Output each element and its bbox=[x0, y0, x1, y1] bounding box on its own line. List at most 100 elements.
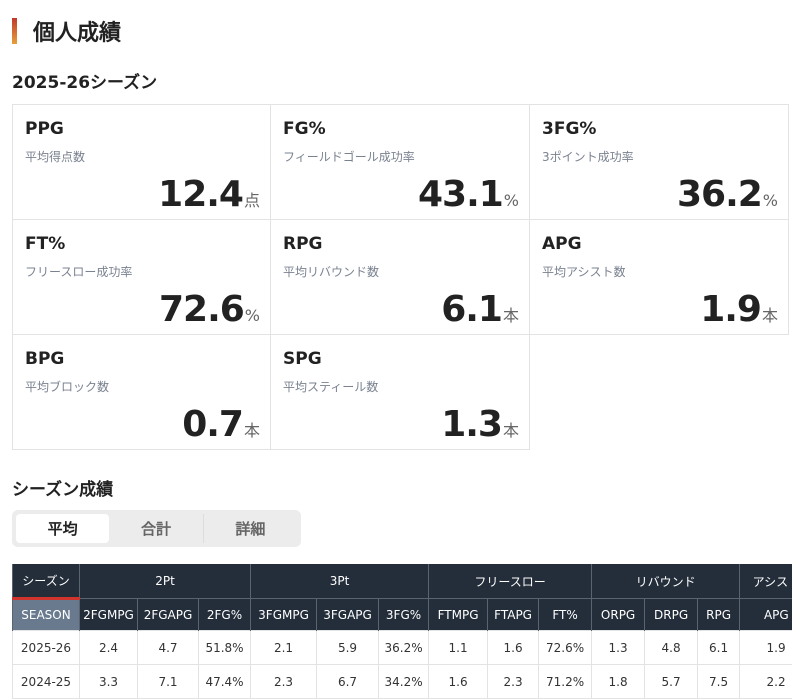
stat-description: 平均ブロック数 bbox=[25, 380, 110, 394]
table-cell: 72.6% bbox=[538, 630, 593, 665]
table-cell: 2024-25 bbox=[12, 664, 80, 699]
table-cell: 2.3 bbox=[250, 664, 318, 699]
stat-label: FT% bbox=[25, 234, 66, 254]
table-wrap: シーズン2Pt3PtフリースローリバウンドアシストSEASON2FGMPG2FG… bbox=[12, 564, 792, 699]
column-header: 3FGAPG bbox=[316, 598, 379, 631]
page-title: 個人成績 bbox=[33, 21, 122, 46]
stat-value: 12.4 bbox=[158, 174, 244, 215]
stat-value-wrap: 12.4点 bbox=[158, 174, 260, 215]
stat-value-wrap: 36.2% bbox=[677, 174, 778, 215]
stat-description: 平均リバウンド数 bbox=[283, 265, 380, 279]
table-cell: 71.2% bbox=[538, 664, 593, 699]
stat-value-wrap: 0.7本 bbox=[182, 404, 260, 445]
table-cell: 7.1 bbox=[137, 664, 199, 699]
stat-unit: 本 bbox=[502, 421, 519, 440]
table-row: 2024-25 3.3 7.1 47.4% 2.3 6.7 34.2% 1.6 2.3 71.2%… bbox=[12, 664, 792, 699]
stat-value-wrap: 1.3本 bbox=[441, 404, 519, 445]
group-header: リバウンド bbox=[591, 564, 740, 599]
stat-value: 0.7 bbox=[182, 404, 244, 445]
tab[interactable]: 平均 bbox=[16, 514, 110, 543]
stat-unit: % bbox=[244, 306, 260, 325]
stat-card: BPG 平均ブロック数 0.7本 bbox=[12, 334, 271, 450]
column-header: 2FG% bbox=[197, 598, 251, 631]
column-header: DRPG bbox=[644, 598, 698, 631]
column-header: RPG bbox=[697, 598, 740, 631]
stat-description: 3ポイント成功率 bbox=[542, 150, 634, 164]
table-cell: 1.6 bbox=[428, 664, 489, 699]
table-cell: 2.4 bbox=[79, 630, 138, 665]
group-header: フリースロー bbox=[428, 564, 592, 599]
table-cell: 51.8% bbox=[197, 630, 252, 665]
stat-description: 平均得点数 bbox=[25, 150, 86, 164]
tab-bar: 平均 合計 詳細 bbox=[12, 510, 301, 547]
column-header-row: SEASON 2FGMPG 2FGAPG 2FG% 3FGMPG 3FGAPG 3FG% FT… bbox=[12, 597, 792, 631]
table-cell: 1.1 bbox=[428, 630, 489, 665]
stat-description: 平均スティール数 bbox=[283, 380, 379, 394]
stat-grid: PPG 平均得点数 12.4点 FG% フィールドゴール成功率 43.1% 3FG% 3ポイン… bbox=[12, 104, 789, 450]
stat-label: APG bbox=[542, 234, 582, 254]
stat-label: FG% bbox=[283, 119, 326, 139]
column-header: APG bbox=[739, 598, 792, 631]
tab[interactable]: 合計 bbox=[109, 514, 204, 543]
header: 個人成績 bbox=[12, 16, 121, 46]
column-header: FTAPG bbox=[487, 598, 539, 631]
table-cell: 2025-26 bbox=[12, 630, 80, 665]
stat-value: 6.1 bbox=[441, 289, 503, 330]
table-cell: 1.9 bbox=[739, 630, 792, 665]
table-cell: 6.1 bbox=[697, 630, 741, 665]
stat-unit: % bbox=[762, 191, 778, 210]
stat-value: 43.1 bbox=[417, 174, 504, 215]
table-cell: 3.3 bbox=[79, 664, 138, 699]
stat-unit: 本 bbox=[761, 306, 778, 325]
stat-card: APG 平均アシスト数 1.9本 bbox=[529, 219, 789, 335]
table-cell: 2.2 bbox=[739, 664, 792, 699]
stat-label: SPG bbox=[283, 349, 322, 369]
stat-label: 3FG% bbox=[542, 119, 597, 139]
stat-card: FG% フィールドゴール成功率 43.1% bbox=[270, 104, 530, 220]
table-cell: 47.4% bbox=[197, 664, 252, 699]
stat-label: PPG bbox=[25, 119, 64, 139]
stat-description: フィールドゴール成功率 bbox=[283, 150, 415, 164]
stat-label: BPG bbox=[25, 349, 65, 369]
stat-value-wrap: 1.9本 bbox=[700, 289, 778, 330]
table-cell: 4.7 bbox=[137, 630, 199, 665]
stat-description: 平均アシスト数 bbox=[542, 265, 626, 279]
accent-bar bbox=[12, 18, 17, 44]
table-cell: 36.2% bbox=[378, 630, 430, 665]
column-header: 3FG% bbox=[378, 598, 429, 631]
stat-card: RPG 平均リバウンド数 6.1本 bbox=[270, 219, 530, 335]
stat-description: フリースロー成功率 bbox=[25, 265, 133, 279]
stats-table: シーズン2Pt3PtフリースローリバウンドアシストSEASON2FGMPG2FG… bbox=[12, 564, 792, 699]
table-cell: 1.3 bbox=[591, 630, 646, 665]
table-cell: 1.8 bbox=[591, 664, 646, 699]
column-header: ORPG bbox=[591, 598, 645, 631]
column-header: FTMPG bbox=[428, 598, 488, 631]
stat-label: RPG bbox=[283, 234, 323, 254]
table-row: 2025-26 2.4 4.7 51.8% 2.1 5.9 36.2% 1.1 1.6 72.6%… bbox=[12, 630, 792, 665]
column-header: SEASON bbox=[12, 597, 80, 631]
stat-value: 1.9 bbox=[700, 289, 762, 330]
table-cell: 6.7 bbox=[316, 664, 380, 699]
group-header: 3Pt bbox=[250, 564, 429, 599]
stat-unit: 本 bbox=[502, 306, 519, 325]
group-header: シーズン bbox=[12, 564, 80, 599]
stat-value-wrap: 72.6% bbox=[159, 289, 260, 330]
section-title: シーズン成績 bbox=[12, 480, 114, 500]
stat-card: FT% フリースロー成功率 72.6% bbox=[12, 219, 271, 335]
stat-value: 72.6 bbox=[158, 289, 245, 330]
stat-card: SPG 平均スティール数 1.3本 bbox=[270, 334, 530, 450]
stat-card: 3FG% 3ポイント成功率 36.2% bbox=[529, 104, 789, 220]
stat-unit: 点 bbox=[243, 191, 260, 210]
table-cell: 2.1 bbox=[250, 630, 318, 665]
table-cell: 34.2% bbox=[378, 664, 430, 699]
column-header: 2FGMPG bbox=[79, 598, 138, 631]
table-cell: 1.6 bbox=[487, 630, 540, 665]
table-cell: 5.7 bbox=[644, 664, 699, 699]
tab[interactable]: 詳細 bbox=[235, 520, 266, 538]
group-header: 2Pt bbox=[78, 564, 251, 599]
stat-value-wrap: 6.1本 bbox=[441, 289, 519, 330]
table-cell: 4.8 bbox=[644, 630, 699, 665]
column-header: 3FGMPG bbox=[250, 598, 317, 631]
column-header: FT% bbox=[538, 598, 592, 631]
